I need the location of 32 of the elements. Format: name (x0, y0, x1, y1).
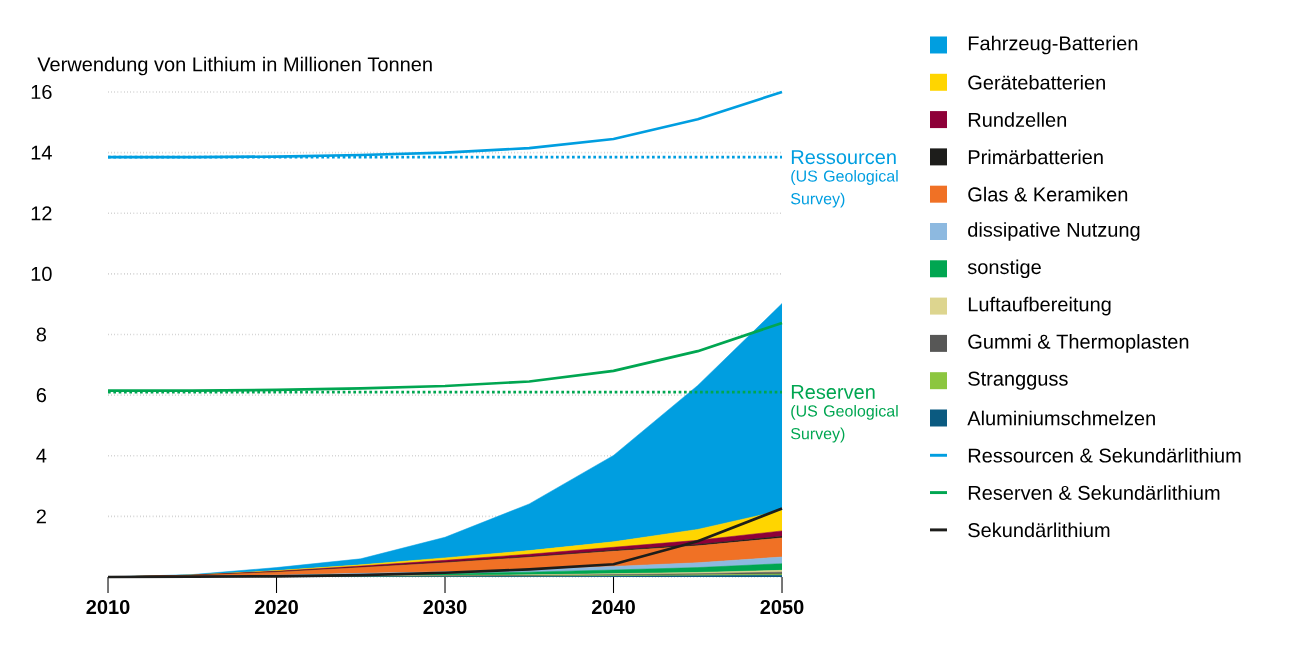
legend-label: Sekundärlithium (968, 522, 1110, 538)
x-tick-label: 2040 (591, 599, 635, 615)
y-tick-label: 2 (36, 509, 46, 524)
y-tick-label: 12 (31, 206, 52, 221)
x-tick-label: 2020 (254, 599, 298, 615)
legend-label: Gerätebatterien (968, 74, 1105, 90)
legend-label: Glas & Keramiken (968, 186, 1128, 202)
legend-label: Rundzellen (968, 112, 1067, 127)
legend-label: sonstige (967, 259, 1041, 279)
legend-label: Gummi & Thermoplasten (968, 334, 1189, 353)
y-tick-label: 4 (36, 448, 47, 463)
legend-label: Ressourcen & Sekundärlithium (968, 447, 1241, 463)
y-tick-label: 8 (36, 327, 47, 342)
legend-label: Reserven & Sekundärlithium (968, 485, 1220, 500)
ref-line-label: Reserven (791, 385, 875, 400)
text: (US Geological Survey) (791, 170, 898, 208)
y-tick-label: 6 (36, 388, 47, 403)
legend-label: Primärbatterien (968, 149, 1103, 165)
legend-label: Aluminiumschmelzen (967, 410, 1155, 426)
ref-line-label: Ressourcen (791, 150, 896, 165)
y-axis-title: Verwendung von Lithium in Millionen Tonnen (37, 56, 432, 76)
x-tick-label: 2050 (760, 599, 804, 615)
y-tick-label: 10 (31, 266, 52, 281)
x-tick-label: 2010 (86, 599, 130, 615)
legend-label: Strangguss (968, 371, 1068, 390)
y-tick-label: 16 (31, 84, 52, 100)
text: (US Geological Survey) (791, 404, 898, 443)
y-tick-label: 14 (31, 145, 52, 160)
legend-label: Fahrzeug-Batterien (968, 35, 1138, 55)
x-tick-label: 2030 (423, 599, 467, 615)
legend-label: dissipative Nutzung (968, 222, 1140, 241)
legend-label: Luftaufbereitung (968, 296, 1111, 316)
